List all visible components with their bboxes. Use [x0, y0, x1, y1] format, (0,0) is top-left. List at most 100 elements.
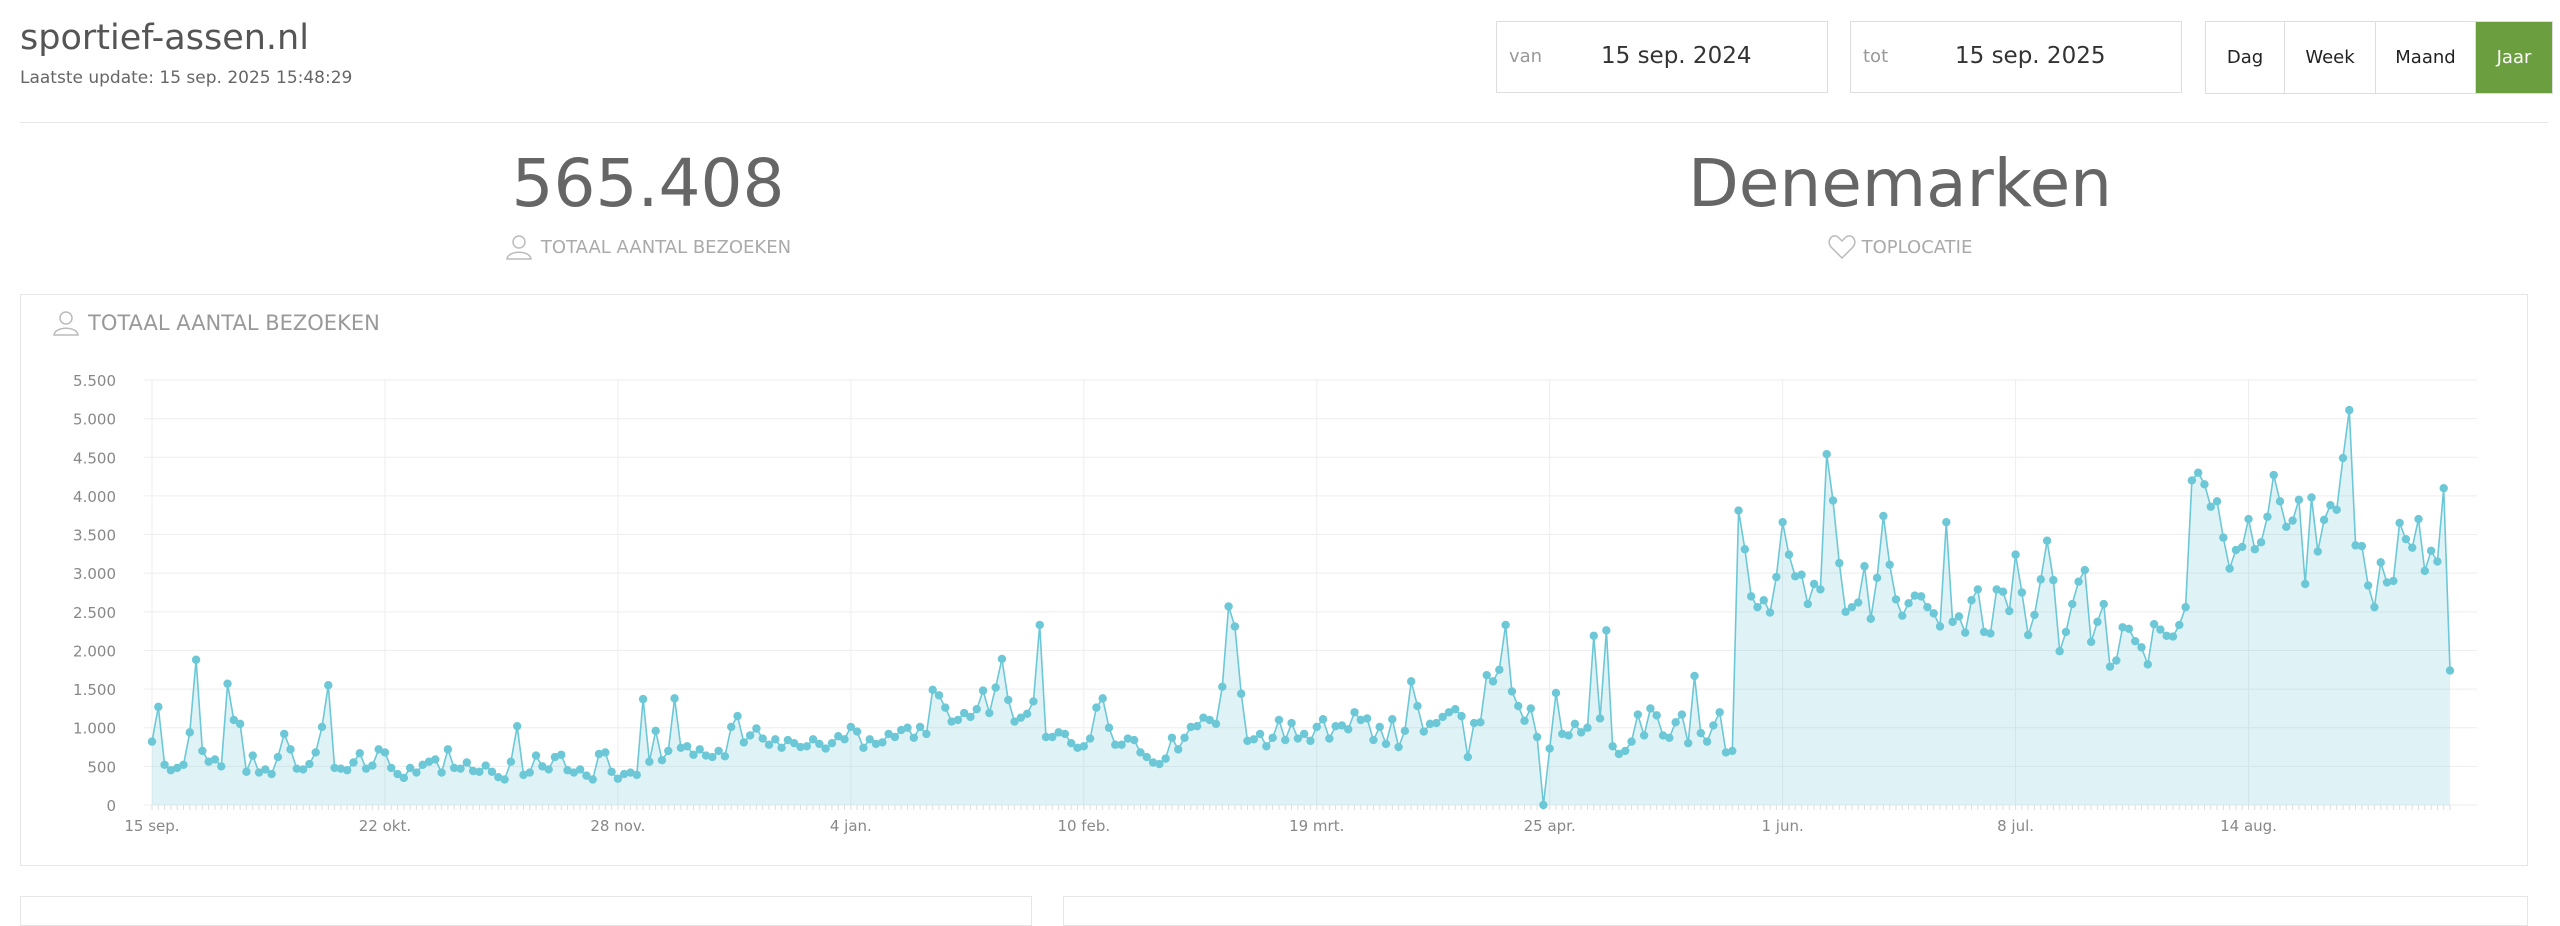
data-point [412, 768, 421, 777]
data-point [821, 744, 830, 753]
data-point [405, 763, 415, 773]
data-point [708, 752, 717, 762]
data-point [1180, 733, 1189, 742]
data-point [1463, 752, 1473, 762]
data-point [525, 768, 534, 777]
data-point [626, 768, 635, 777]
data-point [1797, 570, 1806, 579]
period-button[interactable]: Dag [2226, 47, 2264, 68]
data-point [1230, 622, 1240, 631]
data-point [1602, 626, 1611, 635]
data-point [1476, 718, 1485, 727]
data-point [2288, 516, 2297, 525]
data-point [1759, 596, 1768, 605]
data-point [1331, 721, 1340, 731]
stat-card: 565.408 TOTAAL AANTAL BEZOEKEN [148, 140, 1148, 260]
date-to[interactable]: tot 15 sep. 2025 [1850, 21, 2182, 93]
data-point [1765, 608, 1775, 617]
data-point [2005, 606, 2014, 616]
data-point [1961, 628, 1970, 637]
data-point [2086, 637, 2096, 647]
data-point [2414, 514, 2423, 524]
data-point [789, 738, 799, 748]
date-to-value: 15 sep. 2025 [1955, 43, 2106, 69]
data-point [2212, 497, 2222, 506]
data-point [2426, 546, 2436, 555]
y-tick-label: 4.000 [73, 488, 116, 506]
data-point [2439, 483, 2448, 493]
data-point [1904, 599, 1913, 608]
data-point [1211, 719, 1221, 729]
data-point [682, 742, 692, 751]
data-point [1847, 602, 1857, 612]
date-from[interactable]: van 15 sep. 2024 [1496, 21, 1828, 93]
data-point [1658, 731, 1668, 740]
data-point [2112, 656, 2121, 665]
data-point [2093, 617, 2102, 627]
data-point [846, 722, 856, 732]
data-point [670, 694, 679, 703]
data-point [223, 679, 232, 688]
data-point [802, 742, 811, 751]
data-point [1608, 742, 1617, 751]
x-tick-label: 8 jul. [1997, 817, 2034, 835]
data-point [815, 739, 824, 749]
data-point [1954, 612, 1964, 621]
data-point [1085, 734, 1095, 743]
period-button[interactable]: Jaar [2475, 22, 2552, 93]
site-title: sportief-assen.nl [20, 18, 309, 58]
data-point [1092, 703, 1101, 712]
stat-caption: TOPLOCATIE [1400, 234, 2400, 260]
data-point [1022, 709, 1032, 719]
data-point [242, 767, 251, 776]
data-point [204, 757, 213, 766]
period-button[interactable]: Week [2284, 22, 2375, 93]
data-point [928, 685, 937, 695]
data-point [1753, 602, 1762, 612]
data-point [481, 761, 490, 770]
data-point [1791, 572, 1800, 581]
data-point [506, 757, 516, 766]
data-point [456, 764, 465, 773]
user-icon [506, 235, 532, 260]
data-point [1803, 599, 1813, 609]
data-point [1646, 704, 1655, 713]
data-point [1564, 731, 1573, 740]
data-point [764, 740, 774, 749]
period-button[interactable]: Maand [2375, 22, 2475, 93]
data-point [777, 743, 786, 753]
data-point [437, 768, 446, 777]
chart-title: TOTAAL AANTAL BEZOEKEN [88, 311, 380, 335]
data-point [808, 735, 818, 744]
data-point [2219, 533, 2228, 542]
data-point [1299, 729, 1309, 739]
data-point [166, 766, 176, 775]
data-point [582, 771, 591, 780]
area-fill [152, 410, 2450, 805]
data-point [859, 743, 868, 753]
period-buttons: Dag Week Maand Jaar [2205, 21, 2553, 94]
data-point [563, 766, 572, 775]
data-point [1325, 734, 1334, 743]
data-point [2200, 480, 2209, 489]
data-point [355, 749, 364, 758]
data-point [1205, 715, 1214, 725]
data-point [512, 721, 522, 731]
data-point [550, 752, 560, 762]
data-point [519, 770, 528, 780]
data-point [2181, 602, 2190, 612]
data-point [399, 773, 409, 783]
data-point [368, 761, 377, 770]
data-point [714, 746, 723, 756]
data-point [834, 732, 843, 741]
data-point [450, 763, 459, 773]
data-point [1274, 715, 1284, 725]
date-from-value: 15 sep. 2024 [1601, 43, 1752, 69]
data-point [1910, 591, 1920, 600]
data-point [305, 759, 314, 769]
data-point [431, 755, 440, 764]
data-point [676, 743, 686, 753]
y-tick-label: 5.500 [73, 372, 116, 390]
data-point [1287, 718, 1296, 728]
data-point [1916, 592, 1926, 601]
